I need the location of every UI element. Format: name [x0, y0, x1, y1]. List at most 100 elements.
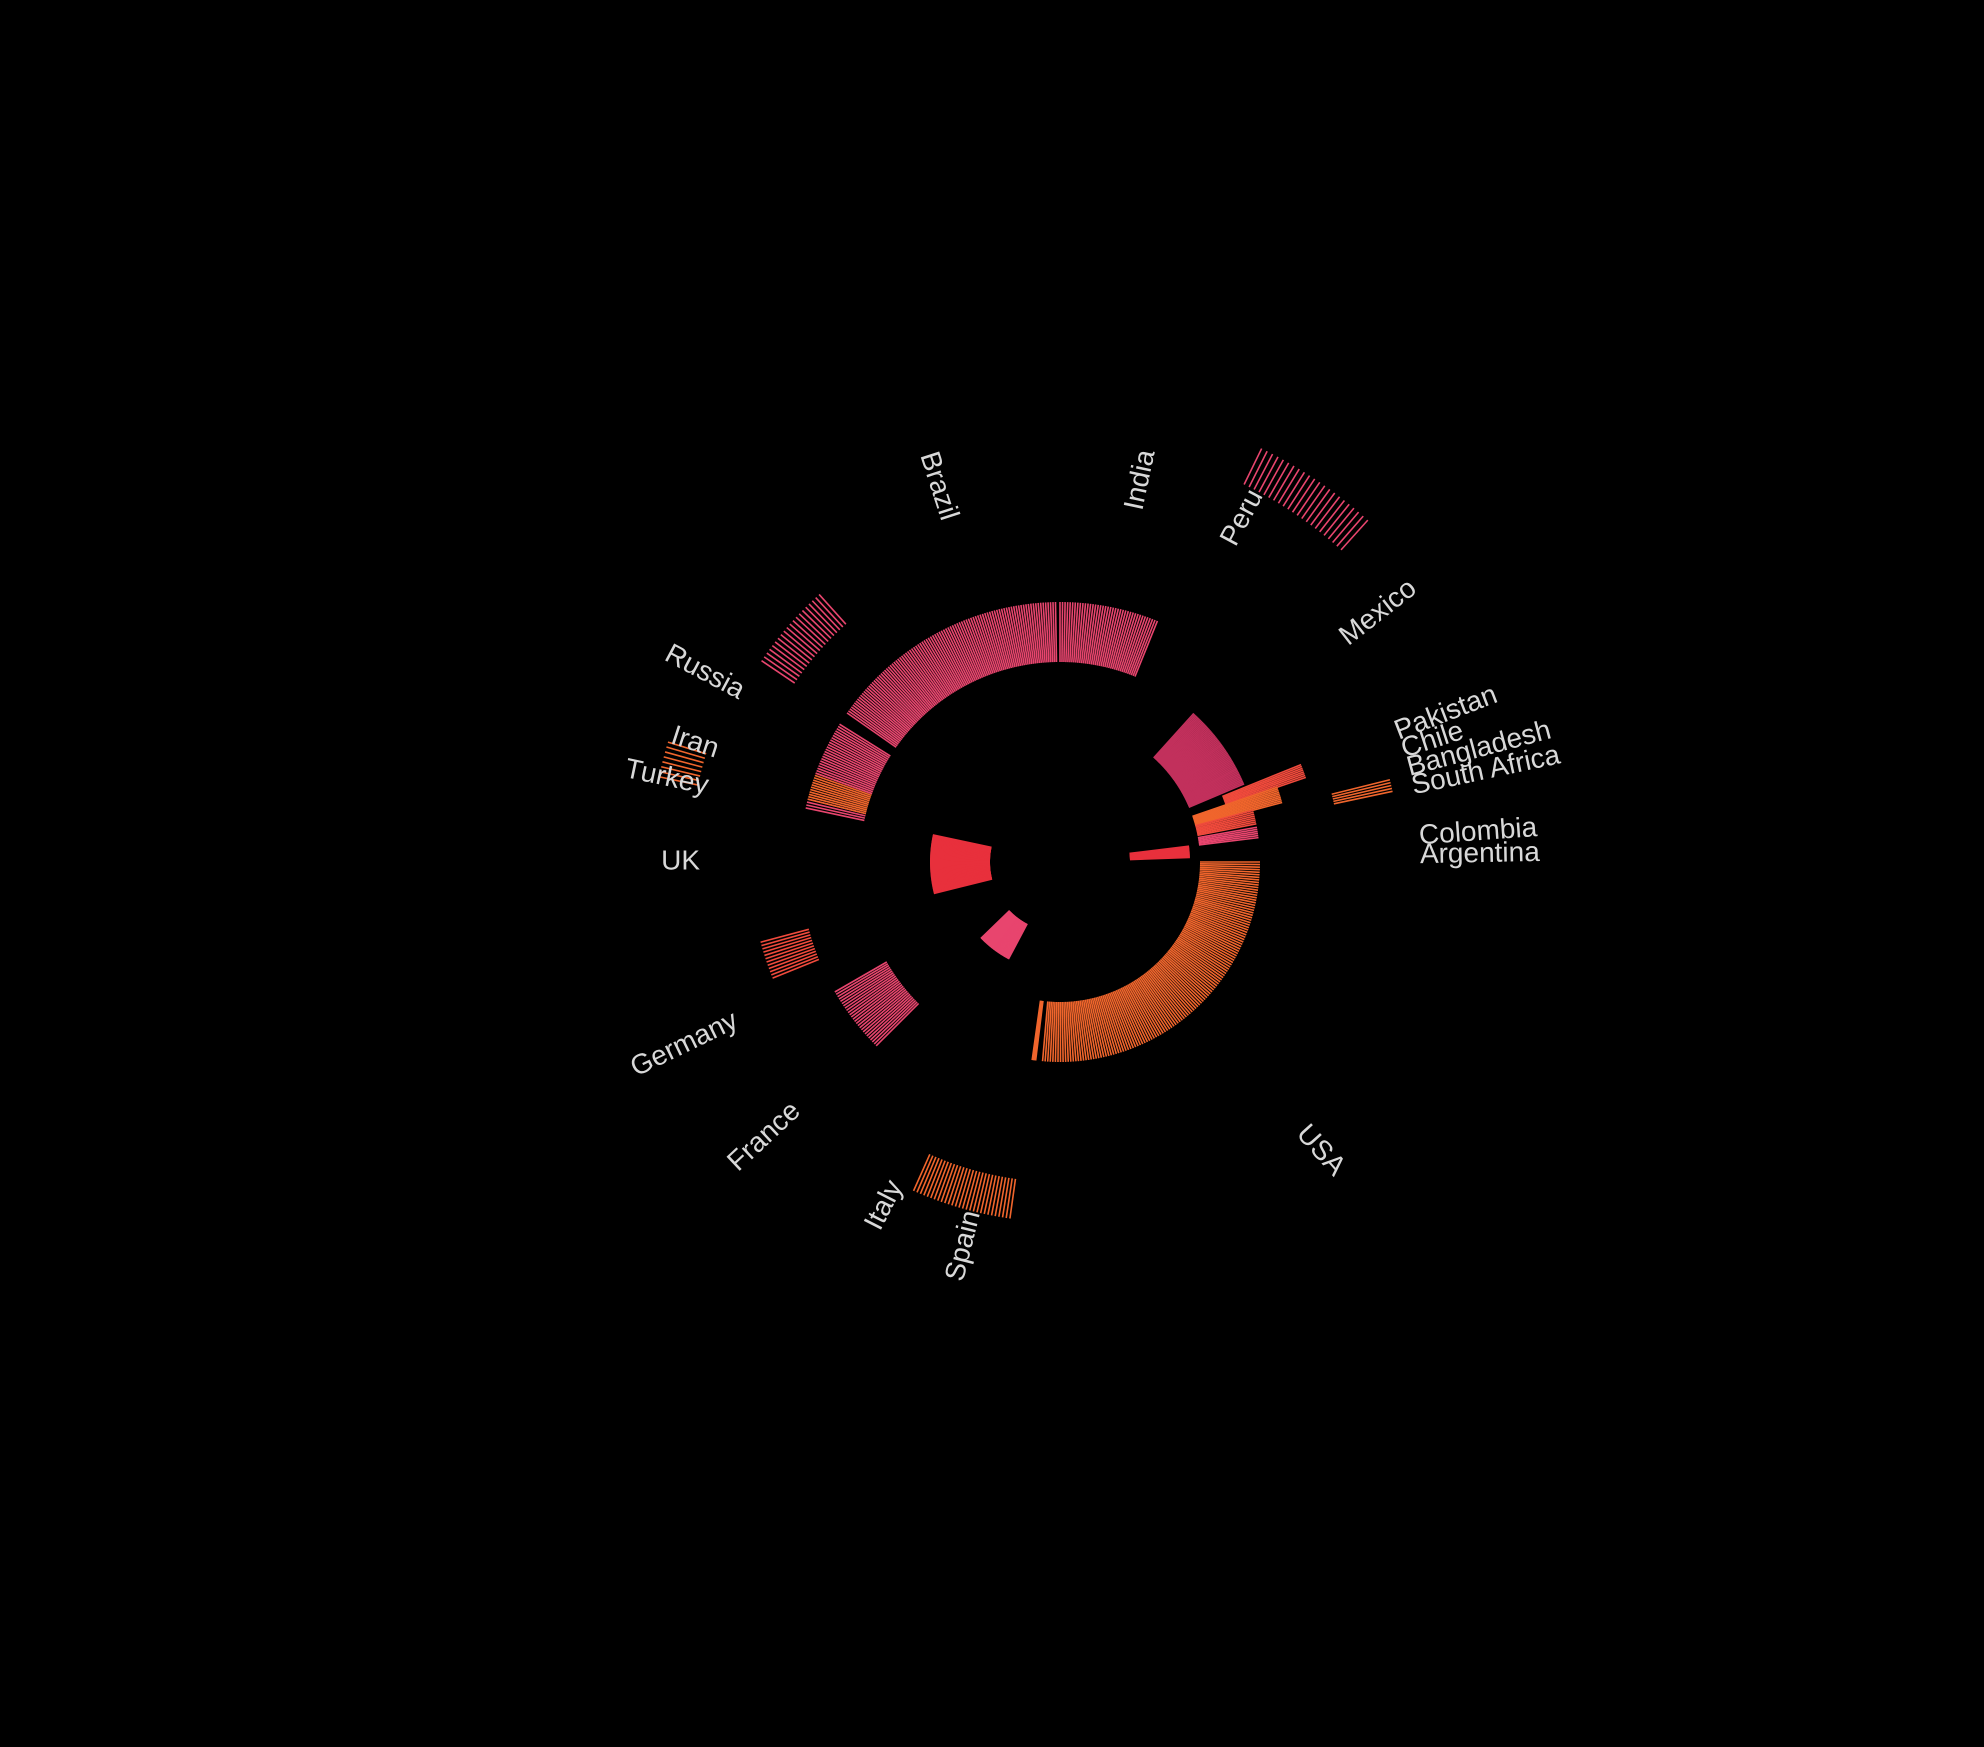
- bar-line: [1103, 994, 1125, 1052]
- bar-line: [1224, 772, 1305, 804]
- bar-line: [1336, 515, 1364, 547]
- bar-line: [1113, 611, 1132, 670]
- bar-line: [1333, 790, 1393, 805]
- bar-line: [1199, 873, 1260, 881]
- bar-line: [1184, 770, 1239, 799]
- bar-line: [1179, 759, 1233, 792]
- bar-line: [923, 1157, 940, 1196]
- bar-group-russia: [761, 593, 847, 684]
- bar-line: [1091, 997, 1108, 1057]
- bar-line: [1142, 974, 1179, 1024]
- bar-line: [1248, 450, 1268, 488]
- bar-line: [1178, 756, 1231, 790]
- bar-line: [1052, 602, 1056, 663]
- bar-line: [816, 769, 874, 793]
- bar-line: [1186, 920, 1242, 948]
- bar-line: [1092, 605, 1105, 665]
- bar-line: [956, 623, 982, 679]
- bar-line: [947, 627, 975, 682]
- bar-line: [1025, 604, 1035, 664]
- bar-line: [849, 978, 899, 1016]
- bar-line: [1332, 784, 1392, 800]
- bar-line: [960, 621, 985, 678]
- bar-line: [1185, 922, 1241, 950]
- bar-line: [832, 734, 886, 766]
- bar-line: [825, 748, 881, 776]
- bar-line: [1253, 453, 1274, 490]
- bar-line: [1079, 1000, 1090, 1061]
- bar-group-colombia: [1129, 845, 1190, 861]
- bar-line: [898, 656, 938, 706]
- bar-line: [1072, 602, 1079, 663]
- bar-group-bangladesh: [1195, 809, 1257, 837]
- bar-line: [826, 746, 882, 775]
- bar-line: [761, 660, 796, 684]
- bar-line: [1120, 987, 1149, 1043]
- bar-line: [933, 1161, 949, 1200]
- bar-line: [1044, 602, 1050, 663]
- bar-line: [798, 613, 829, 642]
- bar-group-france: [834, 961, 920, 1047]
- bar-line: [1049, 602, 1054, 663]
- bar-line: [846, 975, 897, 1012]
- bar-line: [815, 597, 844, 628]
- bar-line: [1010, 606, 1024, 666]
- bar-line: [1102, 607, 1117, 667]
- bar-line: [930, 1160, 946, 1199]
- bar-line: [763, 936, 812, 953]
- bar-line: [835, 963, 889, 996]
- bar-line: [808, 795, 867, 813]
- bar-line: [923, 640, 957, 692]
- bar-line: [857, 987, 906, 1027]
- bar-line: [1126, 984, 1158, 1038]
- bar-line: [893, 661, 933, 709]
- bar-line: [842, 972, 894, 1007]
- bar-line: [1041, 1001, 1049, 1062]
- bar-group-peru: [1243, 448, 1369, 551]
- bar-line: [780, 634, 813, 661]
- bar-line: [1188, 917, 1244, 943]
- bar-line: [944, 1164, 959, 1204]
- bar-line: [1287, 475, 1311, 510]
- bar-line: [659, 770, 700, 782]
- bar-line: [1162, 956, 1208, 999]
- bar-line: [858, 696, 906, 736]
- bar-line: [942, 629, 972, 684]
- bar-line: [1077, 1000, 1087, 1061]
- bar-line: [1181, 761, 1234, 794]
- bar-line: [880, 672, 923, 718]
- bar-line: [1130, 618, 1154, 676]
- bar-line: [1327, 507, 1355, 540]
- bar-line: [1136, 978, 1171, 1030]
- bar-line: [1161, 725, 1207, 768]
- bar-line: [836, 727, 889, 761]
- bar-line: [1319, 499, 1346, 533]
- bar-line: [1186, 777, 1242, 804]
- bar-line: [792, 620, 824, 649]
- bar-line: [1134, 979, 1169, 1032]
- bar-line: [885, 667, 928, 714]
- bar-line: [919, 642, 953, 695]
- bar-line: [925, 638, 958, 691]
- bar-line: [910, 648, 947, 699]
- bar-line: [1162, 726, 1208, 768]
- bar-line: [932, 834, 992, 849]
- bar-line: [1168, 949, 1216, 989]
- bar-line: [1086, 604, 1097, 665]
- bar-line: [774, 641, 808, 668]
- bar-line: [1171, 742, 1221, 780]
- bar-line: [1076, 602, 1084, 663]
- bar-line: [1157, 719, 1202, 764]
- bar-line: [958, 1168, 971, 1208]
- bar-group-russia: [815, 723, 891, 795]
- bar-line: [1178, 755, 1230, 789]
- bar-line: [1305, 488, 1331, 523]
- bar-group-italy: [912, 1154, 1017, 1219]
- bar-line: [1109, 610, 1127, 669]
- bar-line: [1196, 889, 1256, 904]
- bar-line: [1197, 823, 1257, 837]
- bar-line: [1167, 733, 1215, 773]
- bar-line: [1160, 722, 1205, 766]
- bar-line: [806, 804, 866, 819]
